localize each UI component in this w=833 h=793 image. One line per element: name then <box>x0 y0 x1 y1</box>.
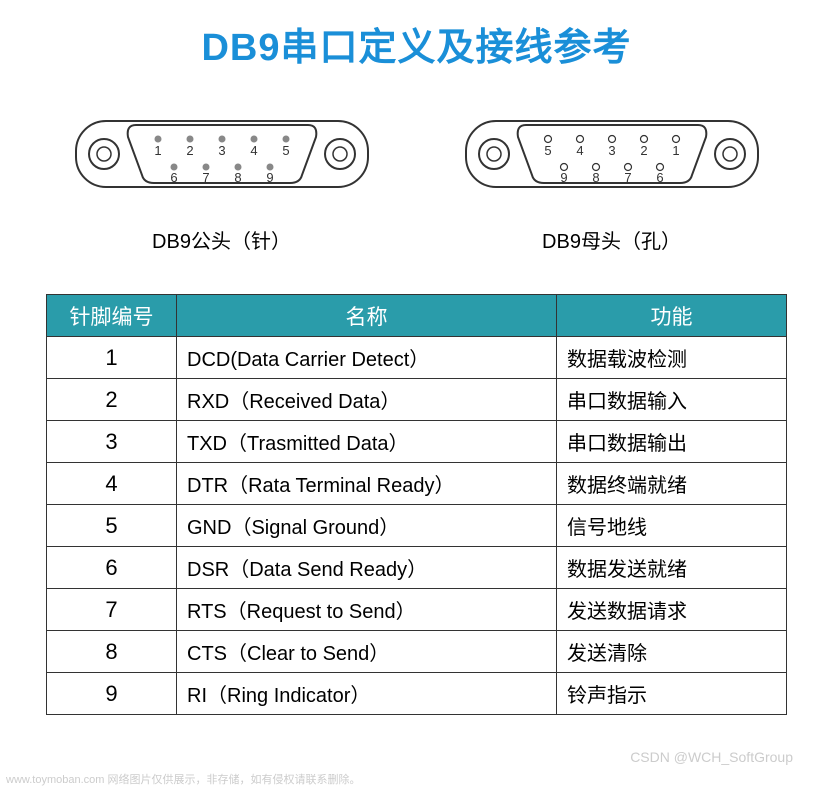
connectors-row: 1 2 3 4 5 6 7 8 9 DB9公头（针） 5 4 3 2 1 9 8 7 6 DB9母头（孔） <box>0 91 833 254</box>
table-row: 4DTR（Rata Terminal Ready）数据终端就绪 <box>47 463 787 505</box>
table-cell: 信号地线 <box>557 505 787 547</box>
page-title: DB9串口定义及接线参考 <box>0 0 833 91</box>
pin-label: 4 <box>576 143 583 158</box>
table-cell: DSR（Data Send Ready） <box>177 547 557 589</box>
table-cell: 铃声指示 <box>557 673 787 715</box>
pin-label: 7 <box>202 170 209 185</box>
pin-label: 2 <box>186 143 193 158</box>
table-cell: 发送数据请求 <box>557 589 787 631</box>
table-row: 6DSR（Data Send Ready）数据发送就绪 <box>47 547 787 589</box>
table-header-cell: 名称 <box>177 295 557 337</box>
table-cell: DTR（Rata Terminal Ready） <box>177 463 557 505</box>
db9-female-diagram: 5 4 3 2 1 9 8 7 6 <box>462 91 762 211</box>
watermark-right: CSDN @WCH_SoftGroup <box>630 749 793 765</box>
pin-table-wrap: 针脚编号名称功能 1DCD(Data Carrier Detect）数据载波检测… <box>0 294 833 715</box>
pin-table: 针脚编号名称功能 1DCD(Data Carrier Detect）数据载波检测… <box>46 294 787 715</box>
table-row: 9RI（Ring Indicator）铃声指示 <box>47 673 787 715</box>
table-row: 3TXD（Trasmitted Data）串口数据输出 <box>47 421 787 463</box>
connector-male-label: DB9公头（针） <box>152 225 291 254</box>
connector-female: 5 4 3 2 1 9 8 7 6 DB9母头（孔） <box>462 91 762 254</box>
table-row: 7RTS（Request to Send）发送数据请求 <box>47 589 787 631</box>
watermark-left: www.toymoban.com 网络图片仅供展示，非存储，如有侵权请联系删除。 <box>6 771 360 787</box>
table-cell: RTS（Request to Send） <box>177 589 557 631</box>
connector-female-label: DB9母头（孔） <box>542 225 681 254</box>
table-row: 1DCD(Data Carrier Detect）数据载波检测 <box>47 337 787 379</box>
table-cell: 串口数据输出 <box>557 421 787 463</box>
table-cell: 6 <box>47 547 177 589</box>
pin-label: 3 <box>218 143 225 158</box>
pin-label: 5 <box>282 143 289 158</box>
table-cell: 9 <box>47 673 177 715</box>
pin-label: 8 <box>234 170 241 185</box>
table-row: 5GND（Signal Ground）信号地线 <box>47 505 787 547</box>
table-cell: RI（Ring Indicator） <box>177 673 557 715</box>
pin-label: 6 <box>656 170 663 185</box>
pin-label: 3 <box>608 143 615 158</box>
pin-label: 4 <box>250 143 257 158</box>
table-cell: CTS（Clear to Send） <box>177 631 557 673</box>
table-cell: 8 <box>47 631 177 673</box>
pin-label: 9 <box>560 170 567 185</box>
pin-label: 9 <box>266 170 273 185</box>
table-cell: 串口数据输入 <box>557 379 787 421</box>
table-cell: 7 <box>47 589 177 631</box>
table-row: 2RXD（Received Data）串口数据输入 <box>47 379 787 421</box>
table-cell: 5 <box>47 505 177 547</box>
db9-male-diagram: 1 2 3 4 5 6 7 8 9 <box>72 91 372 211</box>
table-cell: TXD（Trasmitted Data） <box>177 421 557 463</box>
pin-label: 6 <box>170 170 177 185</box>
table-cell: 数据终端就绪 <box>557 463 787 505</box>
table-cell: GND（Signal Ground） <box>177 505 557 547</box>
pin-label: 5 <box>544 143 551 158</box>
table-cell: RXD（Received Data） <box>177 379 557 421</box>
table-cell: 1 <box>47 337 177 379</box>
table-cell: 2 <box>47 379 177 421</box>
table-cell: DCD(Data Carrier Detect） <box>177 337 557 379</box>
pin-label: 2 <box>640 143 647 158</box>
table-cell: 发送清除 <box>557 631 787 673</box>
table-cell: 4 <box>47 463 177 505</box>
pin-label: 8 <box>592 170 599 185</box>
table-row: 8CTS（Clear to Send）发送清除 <box>47 631 787 673</box>
table-header-cell: 针脚编号 <box>47 295 177 337</box>
table-cell: 3 <box>47 421 177 463</box>
connector-male: 1 2 3 4 5 6 7 8 9 DB9公头（针） <box>72 91 372 254</box>
pin-label: 1 <box>154 143 161 158</box>
table-cell: 数据发送就绪 <box>557 547 787 589</box>
table-header-cell: 功能 <box>557 295 787 337</box>
table-cell: 数据载波检测 <box>557 337 787 379</box>
pin-label: 7 <box>624 170 631 185</box>
pin-label: 1 <box>672 143 679 158</box>
